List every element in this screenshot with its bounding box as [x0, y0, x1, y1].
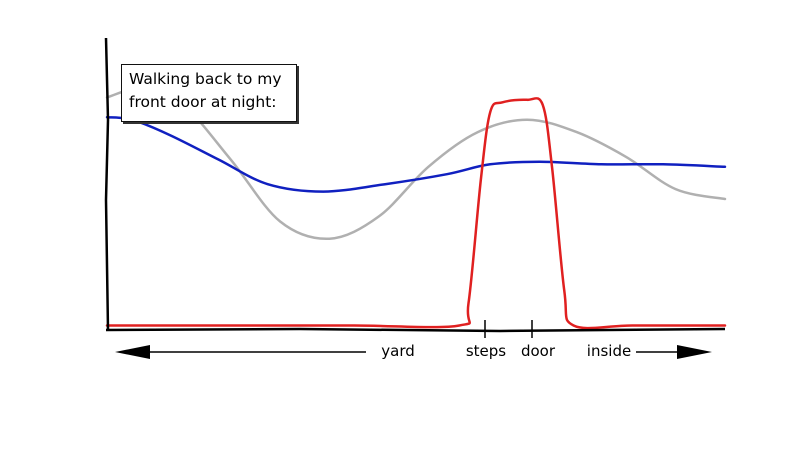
- chart-title-line-2: front door at night:: [129, 93, 277, 111]
- chart-title-line-1: Walking back to my: [129, 70, 282, 88]
- y-axis-line: [104, 37, 110, 331]
- arrow-head-right: [677, 345, 712, 359]
- x-axis-label-yard: yard: [381, 342, 415, 360]
- series-line-3: [105, 97, 727, 330]
- chart-title-box: Walking back to my front door at night:: [121, 64, 297, 122]
- arrow-head-left: [115, 345, 150, 359]
- x-axis-line: [105, 327, 726, 333]
- x-axis-label-door: door: [521, 342, 556, 360]
- series-line-2: [105, 115, 727, 193]
- x-axis-label-inside: inside: [587, 342, 631, 360]
- x-axis-label-steps: steps: [466, 342, 506, 360]
